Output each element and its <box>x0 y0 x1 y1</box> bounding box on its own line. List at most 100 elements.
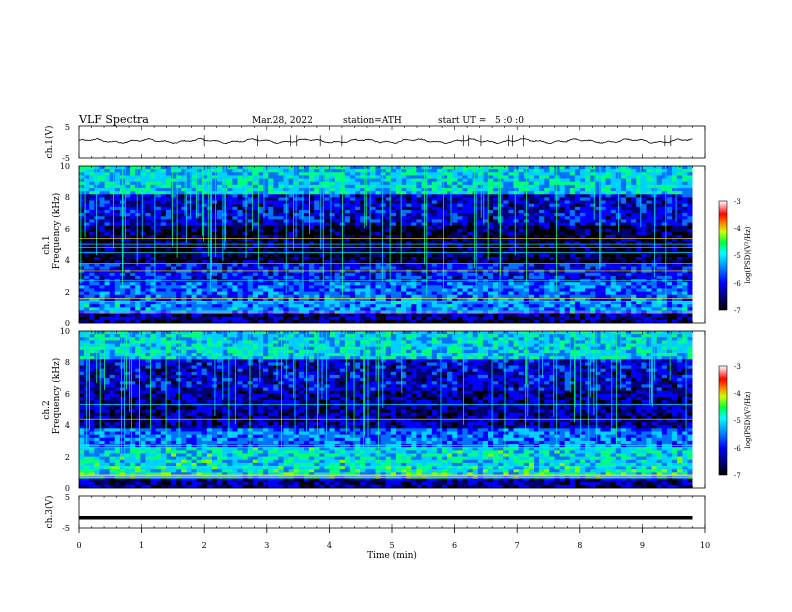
spectrogram-cell <box>482 275 489 280</box>
spectrogram-cell <box>186 266 192 270</box>
spectrogram-cell <box>222 291 228 296</box>
spectrogram-cell <box>431 291 438 296</box>
spectrogram-cell <box>303 228 310 233</box>
spectrogram-cell <box>247 184 254 189</box>
spectrogram-cell <box>171 247 177 252</box>
spectrogram-cell <box>257 238 264 242</box>
spectrogram-cell <box>150 260 156 264</box>
spectrogram-cell <box>217 178 223 182</box>
spectrogram-cell <box>125 184 131 189</box>
spectrogram-cell <box>181 219 187 223</box>
spectrogram-cell <box>595 203 601 208</box>
spectrogram-cell <box>273 260 279 264</box>
spectrogram-cell <box>355 231 361 236</box>
spectrogram-cell <box>365 209 371 214</box>
spectrogram-cell <box>493 213 499 217</box>
spectrogram-cell <box>217 275 223 280</box>
spectrogram-cell <box>309 219 315 223</box>
spectrogram-cell <box>518 166 525 170</box>
spectrogram-cell <box>298 231 305 236</box>
spectrogram-cell <box>513 166 519 170</box>
spectrogram-cell <box>125 194 131 198</box>
spectrogram-cell <box>201 200 208 204</box>
spectrogram-cell <box>508 238 514 242</box>
spectrogram-cell <box>656 187 663 192</box>
spectrogram-cell <box>355 209 361 214</box>
spectrogram-cell <box>595 175 601 179</box>
spectrogram-cell <box>324 275 330 280</box>
spectrogram-cell <box>79 172 85 176</box>
spectrogram-cell <box>135 225 141 230</box>
spectrogram-cell <box>503 216 509 220</box>
spectrogram-cell <box>452 209 458 214</box>
spectrogram-cell <box>349 213 356 217</box>
spectrogram-cell <box>631 247 637 252</box>
spectrogram-cell <box>447 206 453 211</box>
spectrogram-cell <box>600 275 606 280</box>
spectrogram-cell <box>508 253 514 258</box>
spectrogram-cell <box>441 282 448 286</box>
spectrogram-cell <box>477 197 484 201</box>
spectrogram-cell <box>355 260 361 264</box>
spectrogram-cell <box>401 266 407 270</box>
spectrogram-cell <box>631 187 637 192</box>
spectrogram-cell <box>672 222 678 226</box>
spectrogram-cell <box>559 241 565 245</box>
spectrogram-cell <box>303 187 310 192</box>
spectrogram-cell <box>380 172 387 176</box>
spectrogram-cell <box>278 169 284 173</box>
spectrogram-cell <box>646 260 652 264</box>
spectrogram-cell <box>580 181 586 186</box>
spectrogram-cell <box>544 194 550 198</box>
spectrogram-cell <box>247 216 254 220</box>
spectrogram-cell <box>406 216 412 220</box>
spectrogram-cell <box>574 219 581 223</box>
spectrogram-cell <box>631 244 637 248</box>
spectrogram-cell <box>375 225 381 230</box>
spectrogram-cell <box>406 222 412 226</box>
spectrogram-cell <box>636 266 642 270</box>
spectrogram-cell <box>257 285 264 289</box>
spectrogram-cell <box>666 181 673 186</box>
spectrogram-cell <box>559 282 565 286</box>
spectrogram-cell <box>682 263 688 267</box>
spectrogram-cell <box>298 266 305 270</box>
spectrogram-cell <box>426 241 433 245</box>
spectrogram-cell <box>411 275 417 280</box>
spectrogram-cell <box>303 203 310 208</box>
spectrogram-cell <box>160 244 167 248</box>
spectrogram-cell <box>554 244 560 248</box>
date-label: Mar.28, 2022 <box>252 116 313 126</box>
spectrogram-cell <box>99 266 105 270</box>
spectrogram-cell <box>656 291 663 296</box>
spectrogram-cell <box>610 200 617 204</box>
spectrogram-cell <box>682 247 688 252</box>
spectrogram-cell <box>181 269 187 274</box>
spectrogram-cell <box>99 178 105 182</box>
spectrogram-cell <box>181 197 187 201</box>
spectrogram-cell <box>268 266 274 270</box>
spectrogram-cell <box>605 209 611 214</box>
spectrogram-cell <box>370 191 376 195</box>
spectrogram-cell <box>309 288 315 292</box>
spectrogram-cell <box>585 291 591 296</box>
ch1-waveform-ylabel: ch.1(V) <box>44 126 55 159</box>
spectrogram-cell <box>631 203 637 208</box>
spectrogram-cell <box>314 225 320 230</box>
spectrogram-cell <box>237 285 243 289</box>
spectrogram-cell <box>206 263 213 267</box>
spectrogram-cell <box>114 175 121 179</box>
spectrogram-cell <box>84 203 90 208</box>
spectrogram-cell <box>600 285 606 289</box>
spectrogram-cell <box>247 209 254 214</box>
spectrogram-cell <box>375 219 381 223</box>
spectrogram-cell <box>334 191 341 195</box>
spectrogram-cell <box>513 228 519 233</box>
spectrogram-cell <box>181 209 187 214</box>
spectrogram-cell <box>656 285 663 289</box>
spectrogram-cell <box>360 285 366 289</box>
spectrogram-cell <box>406 228 412 233</box>
spectrogram-cell <box>605 238 611 242</box>
spectrogram-cell <box>206 269 213 274</box>
spectrogram-cell <box>176 187 182 192</box>
